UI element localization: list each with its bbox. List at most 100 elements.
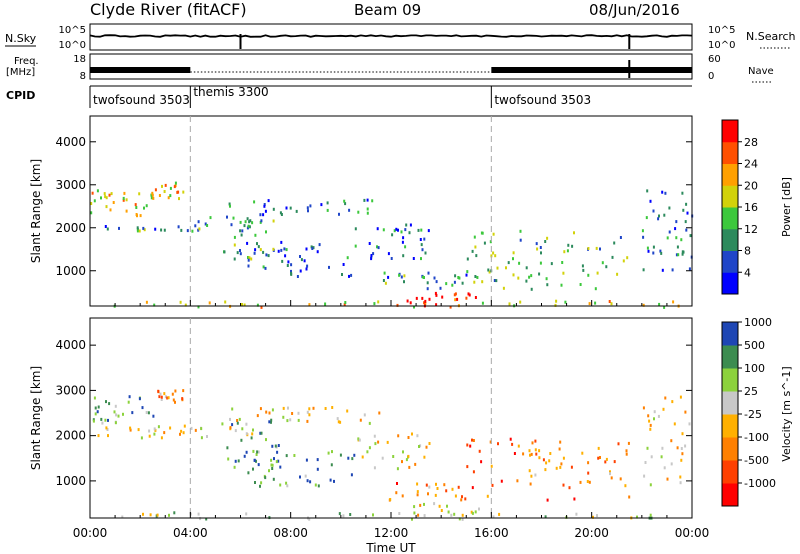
scatter-cell [391,233,394,237]
scatter-cell [368,242,371,245]
scatter-cell [474,245,477,249]
scatter-cell [265,230,267,234]
power-panel: 1000 2000 3000 4000 Slant Range [km] 4 8 12 16 20… [29,115,793,309]
station-title: Clyde River (fitACF) [90,0,247,19]
scatter-cell [177,190,180,194]
date-label: 08/Jun/2016 [589,1,680,19]
scatter-cell [466,443,469,447]
scatter-cell [641,229,644,233]
scatter-cell [248,225,251,229]
scatter-cell [246,217,249,221]
scatter-cell [409,223,412,227]
scatter-cell [252,449,255,453]
scatter-cell [433,502,436,506]
scatter-cell [646,446,649,450]
scatter-cell [268,420,271,424]
x-tick-label: 20:00 [574,526,609,540]
scatter-cell [628,495,631,499]
scatter-cell [338,212,340,216]
scatter-cell [255,453,258,456]
scatter-cell [517,444,520,448]
scatter-cell [646,246,649,250]
scatter-cell [671,268,674,272]
scatter-cell [200,436,203,440]
scatter-cell [108,193,111,197]
scatter-cell [661,446,664,450]
scatter-cell [145,204,148,208]
scatter-cell [282,406,285,410]
scatter-cell [233,257,236,261]
scatter-cell [405,223,408,227]
scatter-cell [423,301,426,305]
scatter-cell [147,411,150,415]
scatter-cell [680,238,683,242]
scatter-cell [605,265,608,269]
scatter-cell [454,494,457,498]
scatter-cell [256,450,259,454]
scatter-cell [339,453,342,457]
colorbar-segment [722,437,738,461]
scatter-cell [546,498,549,502]
scatter-cell [199,517,202,521]
colorbar-tick-label: 500 [744,339,765,352]
scatter-cell [363,413,366,417]
scatter-cell [107,418,109,422]
scatter-cell [125,209,128,213]
scatter-cell [308,517,311,521]
scatter-cell [458,517,461,521]
scatter-cell [271,408,274,412]
scatter-cell [454,298,457,302]
scatter-cell [530,287,533,291]
scatter-cell [414,462,417,466]
freq-band-segment [90,67,191,73]
scatter-cell [540,251,542,255]
scatter-cell [649,513,652,517]
scatter-cell [253,458,256,462]
scatter-cell [413,305,415,309]
scatter-cell [280,240,283,244]
scatter-cell [613,460,616,464]
scatter-cell [252,467,254,471]
scatter-cell [197,305,200,309]
scatter-cell [611,255,614,259]
scatter-cell [286,264,289,267]
scatter-cell [596,514,598,518]
scatter-cell [400,230,403,234]
colorbar-tick-label: 25 [744,385,758,398]
scatter-cell [306,206,309,210]
scatter-cell [243,454,246,458]
scatter-cell [121,515,124,519]
scatter-cell [377,300,380,304]
scatter-cell [684,444,687,448]
scatter-cell [407,454,410,458]
scatter-cell [685,202,688,206]
scatter-cell [245,450,248,454]
scatter-cell [436,487,439,490]
scatter-cell [474,296,477,299]
scatter-cell [259,248,262,252]
scatter-cell [229,204,231,208]
scatter-cell [561,261,564,264]
scatter-cell [204,222,207,226]
scatter-cell [277,249,280,253]
scatter-cell [153,432,156,436]
scatter-cell [426,281,429,285]
scatter-cell [228,202,231,206]
scatter-cell [316,467,319,471]
scatter-cell [260,305,263,309]
scatter-cell [299,269,302,273]
scatter-cell [368,421,371,425]
colorbar-tick-label: 1000 [744,316,772,329]
scatter-cell [245,422,248,426]
scatter-cell [675,220,678,224]
scatter-cell [272,247,275,251]
scatter-cell [416,434,419,438]
scatter-cell [287,260,290,264]
scatter-cell [438,504,441,508]
scatter-cell [276,450,279,454]
scatter-cell [149,513,152,517]
scatter-cell [544,240,547,243]
scatter-cell [260,219,263,223]
scatter-cell [689,234,692,238]
